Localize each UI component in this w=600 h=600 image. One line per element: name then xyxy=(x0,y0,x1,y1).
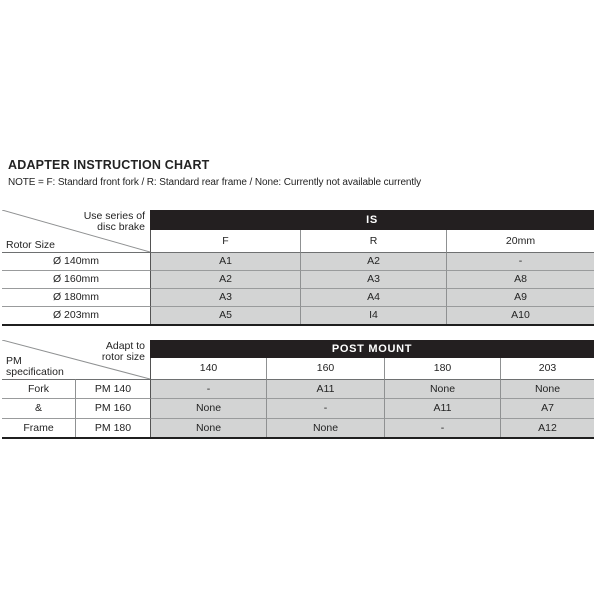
table-cell: A5 xyxy=(150,306,300,324)
pm-spec-label: PM 180 xyxy=(75,418,150,437)
corner-row-caption: PM specification xyxy=(6,355,64,378)
table-cell: A12 xyxy=(500,418,594,437)
is-group-header: IS xyxy=(150,210,594,230)
table-cell: A10 xyxy=(446,306,594,324)
mount-position-label: & xyxy=(2,398,75,418)
rotor-size-label: Ø 180mm xyxy=(2,288,150,306)
pm-table-corner-cell: Adapt to rotor size PM specification xyxy=(2,340,150,379)
pm-spec-label: PM 140 xyxy=(75,379,150,398)
pm-spec-label: PM 160 xyxy=(75,398,150,418)
mount-position-label: Fork xyxy=(2,379,75,398)
table-cell: None xyxy=(500,379,594,398)
table-cell: None xyxy=(150,418,266,437)
table-cell: A8 xyxy=(446,270,594,288)
mount-position-label: Frame xyxy=(2,418,75,437)
corner-column-caption: Adapt to rotor size xyxy=(101,340,145,363)
rotor-size-label: Ø 140mm xyxy=(2,252,150,270)
table-cell: A3 xyxy=(300,270,446,288)
table-cell: None xyxy=(384,379,500,398)
diagonal-divider-line xyxy=(2,340,150,379)
pm-column-header: 140 xyxy=(150,358,266,379)
pm-column-header: 203 xyxy=(500,358,594,379)
rotor-size-label: Ø 160mm xyxy=(2,270,150,288)
diagonal-divider-line xyxy=(2,210,150,252)
is-column-header: F xyxy=(150,230,300,252)
pm-column-header: 180 xyxy=(384,358,500,379)
corner-column-caption: Use series of disc brake xyxy=(83,210,145,233)
table-cell: - xyxy=(266,398,384,418)
table-cell: A7 xyxy=(500,398,594,418)
table-cell: A11 xyxy=(266,379,384,398)
legend-note: NOTE = F: Standard front fork / R: Stand… xyxy=(8,177,422,188)
post-mount-table: Adapt to rotor size PM specification POS… xyxy=(2,340,594,439)
rotor-size-label: Ø 203mm xyxy=(2,306,150,324)
corner-row-caption: Rotor Size xyxy=(6,238,56,251)
table-cell: - xyxy=(150,379,266,398)
page-title: ADAPTER INSTRUCTION CHART xyxy=(8,158,210,172)
table-cell: - xyxy=(384,418,500,437)
table-cell: A1 xyxy=(150,252,300,270)
pm-column-header: 160 xyxy=(266,358,384,379)
table-cell: A4 xyxy=(300,288,446,306)
table-cell: A3 xyxy=(150,288,300,306)
post-mount-group-header: POST MOUNT xyxy=(150,340,594,358)
table-cell: None xyxy=(266,418,384,437)
table-cell: A9 xyxy=(446,288,594,306)
table-cell: None xyxy=(150,398,266,418)
is-column-header: R xyxy=(300,230,446,252)
table-cell: A11 xyxy=(384,398,500,418)
is-table-corner-cell: Use series of disc brake Rotor Size xyxy=(2,210,150,252)
is-adapter-table: Use series of disc brake Rotor Size IS F… xyxy=(2,210,594,326)
table-cell: A2 xyxy=(300,252,446,270)
table-cell: - xyxy=(446,252,594,270)
table-cell: A2 xyxy=(150,270,300,288)
is-column-header: 20mm xyxy=(446,230,594,252)
table-cell: I4 xyxy=(300,306,446,324)
